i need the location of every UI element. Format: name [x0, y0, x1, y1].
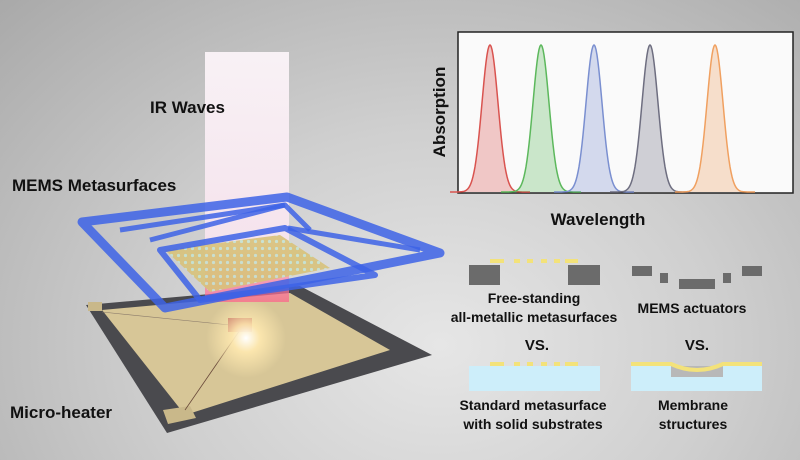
caption-line: Standard metasurface [459, 397, 607, 413]
vs-right: VS. [684, 337, 710, 354]
free-standing-schematic [469, 259, 600, 285]
mems-actuators-schematic [632, 266, 762, 289]
membrane-schematic [631, 362, 762, 391]
mems-metasurfaces-label: MEMS Metasurfaces [12, 176, 177, 195]
absorption-peak [675, 43, 755, 193]
heat-glow [206, 298, 286, 378]
mems-actuators-caption: MEMS actuators [637, 300, 747, 316]
standard-caption: Standard metasurface with solid substrate… [459, 396, 606, 434]
caption-line: all-metallic metasurfaces [450, 309, 618, 325]
absorption-spectrum [450, 31, 794, 194]
contact-pad [163, 406, 196, 424]
vs-left: VS. [524, 337, 550, 354]
membrane-caption: Membrane structures [658, 396, 728, 434]
wavelength-axis-label: Wavelength [550, 210, 646, 229]
caption-line: Membrane [657, 397, 729, 413]
metasurface-array [165, 235, 330, 292]
absorption-axis-label: Absorption [430, 66, 449, 158]
caption-line: with solid substrates [463, 416, 603, 432]
absorption-peak [450, 43, 530, 193]
free-standing-caption: Free-standing all-metallic metasurfaces [451, 289, 618, 327]
contact-pad [88, 302, 102, 311]
ir-waves-label: IR Waves [150, 98, 225, 117]
caption-line: structures [658, 416, 728, 432]
micro-heater-label: Micro-heater [10, 403, 113, 422]
caption-line: Free-standing [487, 290, 581, 306]
mems-metasurface [77, 192, 445, 313]
standard-substrate-schematic [469, 362, 600, 391]
micro-heater-plate [86, 286, 432, 433]
spectrum-frame [457, 31, 794, 194]
